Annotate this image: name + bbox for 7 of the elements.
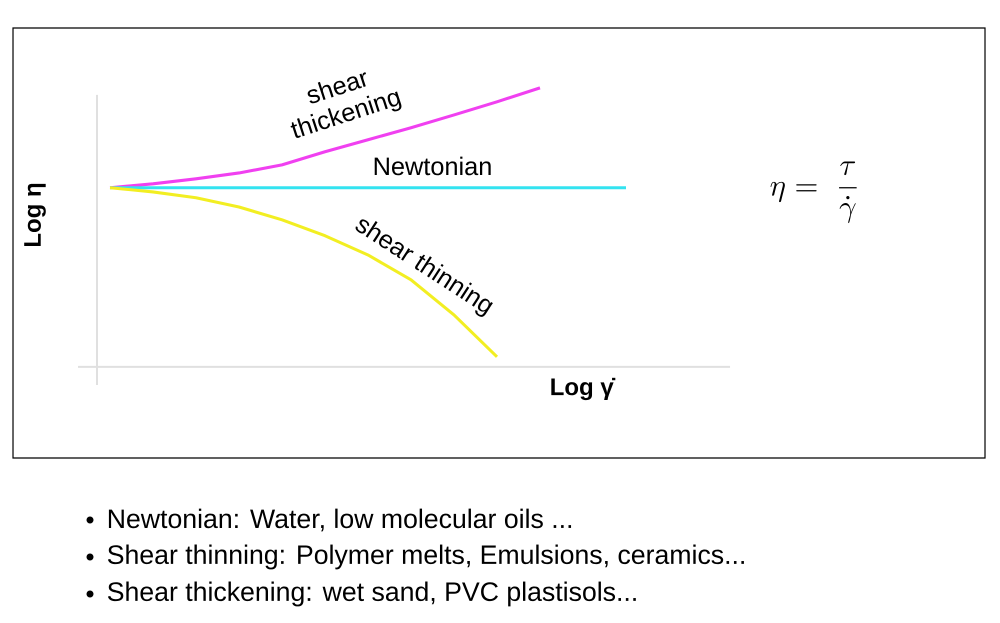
text: Shear thickening: wet sand, PVC plastisols... (108, 582, 636, 606)
x-axis-title: Log γ̇ (551, 378, 616, 400)
text: $\eta =\ \frac{\tau}{\dot{\gamma}}$ (770, 162, 857, 224)
text: Shear thinning: Polymer melts, Emulsions, ceramics... (108, 544, 744, 570)
text: Newtonian: Water, low molecular oils ... (108, 508, 572, 532)
y-axis-title: Log η (24, 184, 46, 246)
series-label: Newtonian (374, 156, 491, 176)
